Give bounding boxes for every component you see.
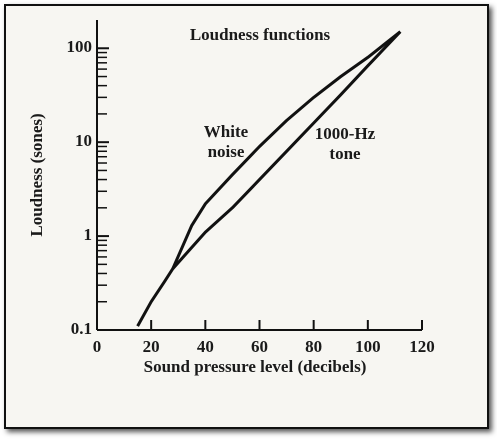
y-tick-label: 10 xyxy=(75,131,92,150)
series-line xyxy=(171,30,402,270)
x-tick-label: 0 xyxy=(93,337,102,356)
y-tick-label: 0.1 xyxy=(71,319,92,338)
series-label: 1000-Hz tone xyxy=(314,124,376,163)
x-axis-label: Sound pressure level (decibels) xyxy=(144,357,367,376)
y-axis-label: Loudness (sones) xyxy=(27,113,46,236)
x-tick-label: 80 xyxy=(305,337,322,356)
x-tick-label: 100 xyxy=(355,337,381,356)
y-tick-label: 1 xyxy=(84,225,93,244)
frame xyxy=(4,4,489,429)
x-tick-label: 40 xyxy=(197,337,214,356)
x-tick-label: 20 xyxy=(143,337,160,356)
y-tick-label: 100 xyxy=(67,37,93,56)
series-label: White noise xyxy=(203,122,249,161)
series-line xyxy=(136,30,402,327)
chart-title: Loudness functions xyxy=(190,25,331,44)
x-tick-label: 60 xyxy=(251,337,268,356)
x-tick-label: 120 xyxy=(409,337,435,356)
